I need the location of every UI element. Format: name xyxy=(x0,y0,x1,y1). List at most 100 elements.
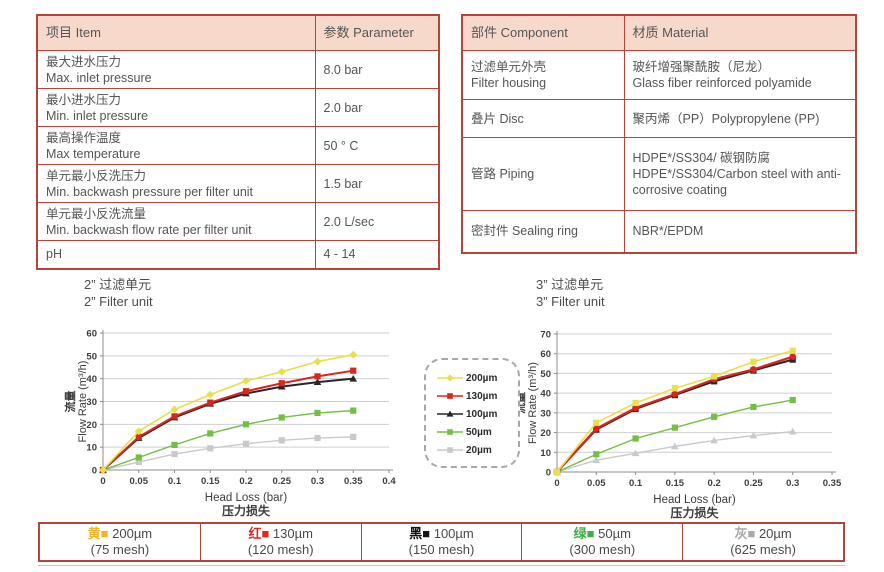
mesh-label: (300 mesh) xyxy=(569,542,636,557)
legend-marker-20um-icon xyxy=(437,447,463,453)
spec-value-cell: 1.5 bar xyxy=(314,164,440,203)
size-label: 130µm xyxy=(272,526,313,541)
table-row: 单元最小反洗流量 Min. backwash flow rate per fil… xyxy=(36,202,440,241)
svg-text:0.05: 0.05 xyxy=(587,478,606,489)
legend-cell-line1: 绿■ 50µm xyxy=(574,526,631,542)
svg-text:20: 20 xyxy=(540,428,551,439)
svg-text:0.05: 0.05 xyxy=(130,476,149,487)
legend-marker-50um-icon xyxy=(437,429,463,435)
item-zh: pH xyxy=(46,247,62,262)
size-label: 20µm xyxy=(758,526,792,541)
component-zh: 叠片 Disc xyxy=(471,111,524,126)
mesh-label: (150 mesh) xyxy=(408,542,475,557)
chart-title-3inch-zh: 3” 过滤单元 xyxy=(536,277,604,292)
svg-text:Flow Rate (m³/h): Flow Rate (m³/h) xyxy=(527,362,539,444)
svg-text:0.25: 0.25 xyxy=(273,476,292,487)
material-zh: HDPE*/SS304/ 碳钢防腐 xyxy=(632,151,771,165)
svg-text:Flow Rate (m³/h): Flow Rate (m³/h) xyxy=(77,361,89,443)
table-row: 管路 Piping HDPE*/SS304/ 碳钢防腐 HDPE*/SS304/… xyxy=(461,137,857,211)
svg-text:0.25: 0.25 xyxy=(744,478,763,489)
chart-title-2inch-en: 2” Filter unit xyxy=(84,294,153,309)
item-en: Min. backwash flow rate per filter unit xyxy=(46,222,252,237)
spec-item-cell: pH xyxy=(36,240,316,269)
material-table: 部件 Component 材质 Material 过滤单元外壳 Filter h… xyxy=(461,14,857,254)
spec-header-item: 项目 Item xyxy=(36,14,316,51)
material-en: HDPE*/SS304/Carbon steel with anti-corro… xyxy=(632,167,841,197)
material-header-material: 材质 Material xyxy=(623,14,857,51)
svg-text:30: 30 xyxy=(540,408,551,419)
svg-text:30: 30 xyxy=(86,397,97,408)
component-zh: 过滤单元外壳 xyxy=(471,60,547,74)
material-zh: NBR*/EPDM xyxy=(632,224,704,239)
svg-text:40: 40 xyxy=(86,374,97,385)
svg-text:0.15: 0.15 xyxy=(666,478,685,489)
svg-text:0.4: 0.4 xyxy=(382,476,396,487)
color-swatch-green: 绿■ xyxy=(573,526,595,541)
color-swatch-black: 黑■ xyxy=(409,526,431,541)
size-label: 200µm xyxy=(112,526,153,541)
size-label: 50µm xyxy=(598,526,631,541)
mesh-size-legend-bar: 黄■ 200µm (75 mesh) 红■ 130µm (120 mesh) 黑… xyxy=(38,522,845,562)
spec-value-cell: 2.0 L/sec xyxy=(314,202,440,241)
legend-label: 100µm xyxy=(466,408,498,420)
item-zh: 单元最小反洗流量 xyxy=(46,206,147,221)
chart-title-2inch-zh: 2” 过滤单元 xyxy=(84,277,152,292)
chart-title-3inch: 3” 过滤单元 3” Filter unit xyxy=(536,276,605,310)
material-cell: HDPE*/SS304/ 碳钢防腐 HDPE*/SS304/Carbon ste… xyxy=(623,137,857,211)
item-zh: 最大进水压力 xyxy=(46,54,122,69)
svg-text:压力损失: 压力损失 xyxy=(670,505,719,520)
table-row: 最大进水压力 Max. inlet pressure 8.0 bar xyxy=(36,50,440,89)
svg-text:0.2: 0.2 xyxy=(239,476,252,487)
component-zh: 管路 Piping xyxy=(471,167,535,181)
legend-cell-line1: 红■ 130µm xyxy=(248,526,313,542)
material-cell: NBR*/EPDM xyxy=(623,210,857,253)
legend-cell-20um: 灰■ 20µm (625 mesh) xyxy=(683,524,843,560)
table-row: 最高操作温度 Max temperature 50 ° C xyxy=(36,126,440,165)
legend-marker-200um-icon xyxy=(437,374,463,382)
table-row: 密封件 Sealing ring NBR*/EPDM xyxy=(461,210,857,253)
legend-cell-line1: 黄■ 200µm xyxy=(88,526,153,542)
table-row: 叠片 Disc 聚丙烯（PP）Polypropylene (PP) xyxy=(461,99,857,138)
svg-text:10: 10 xyxy=(540,448,551,459)
bottom-divider xyxy=(38,565,845,566)
svg-text:0.3: 0.3 xyxy=(786,478,799,489)
spec-item-cell: 单元最小反洗压力 Min. backwash pressure per filt… xyxy=(36,164,316,203)
component-cell: 叠片 Disc xyxy=(461,99,625,138)
svg-text:Head Loss (bar): Head Loss (bar) xyxy=(653,494,736,506)
legend-label: 130µm xyxy=(466,390,498,402)
table-row: 单元最小反洗压力 Min. backwash pressure per filt… xyxy=(36,164,440,203)
component-en: Filter housing xyxy=(471,76,547,90)
color-swatch-red: 红■ xyxy=(248,526,270,541)
mesh-label: (120 mesh) xyxy=(247,542,314,557)
legend-marker-130um-icon xyxy=(437,393,463,399)
svg-text:0: 0 xyxy=(92,466,97,477)
legend-label: 200µm xyxy=(466,372,498,384)
material-zh: 聚丙烯（PP）Polypropylene (PP) xyxy=(632,111,820,126)
spec-item-cell: 最高操作温度 Max temperature xyxy=(36,126,316,165)
table-header-row: 部件 Component 材质 Material xyxy=(461,14,857,51)
item-en: Min. backwash pressure per filter unit xyxy=(46,184,254,199)
svg-text:0.2: 0.2 xyxy=(708,478,721,489)
legend-cell-line1: 灰■ 20µm xyxy=(734,526,791,542)
table-header-row: 项目 Item 参数 Parameter xyxy=(36,14,440,51)
item-en: Max temperature xyxy=(46,146,141,161)
chart-title-2inch: 2” 过滤单元 2” Filter unit xyxy=(84,276,153,310)
spec-item-cell: 单元最小反洗流量 Min. backwash flow rate per fil… xyxy=(36,202,316,241)
spec-value-cell: 4 - 14 xyxy=(314,240,440,269)
legend-cell-130um: 红■ 130µm (120 mesh) xyxy=(201,524,362,560)
svg-text:20: 20 xyxy=(86,420,97,431)
svg-text:60: 60 xyxy=(86,329,97,340)
component-cell: 密封件 Sealing ring xyxy=(461,210,625,253)
legend-item: 200µm xyxy=(436,369,518,387)
item-zh: 单元最小反洗压力 xyxy=(46,168,147,183)
svg-text:0: 0 xyxy=(554,478,559,489)
mesh-label: (75 mesh) xyxy=(90,542,150,557)
flow-rate-chart-3inch: 0 10 20 30 40 50 60 70 0 0.05 0.1 0.15 0.2 0.25 0.3 0.3… xyxy=(513,330,842,521)
material-en: Glass fiber reinforced polyamide xyxy=(632,76,812,90)
table-row: pH 4 - 14 xyxy=(36,240,440,269)
spec-table: 项目 Item 参数 Parameter 最大进水压力 Max. inlet p… xyxy=(36,14,440,270)
svg-text:50: 50 xyxy=(540,369,551,380)
svg-text:10: 10 xyxy=(86,443,97,454)
flow-rate-chart-2inch: 0 10 20 30 40 50 60 0 0.05 0.1 0.15 0.2 0.25 0.3 0.35 0… xyxy=(63,329,396,519)
